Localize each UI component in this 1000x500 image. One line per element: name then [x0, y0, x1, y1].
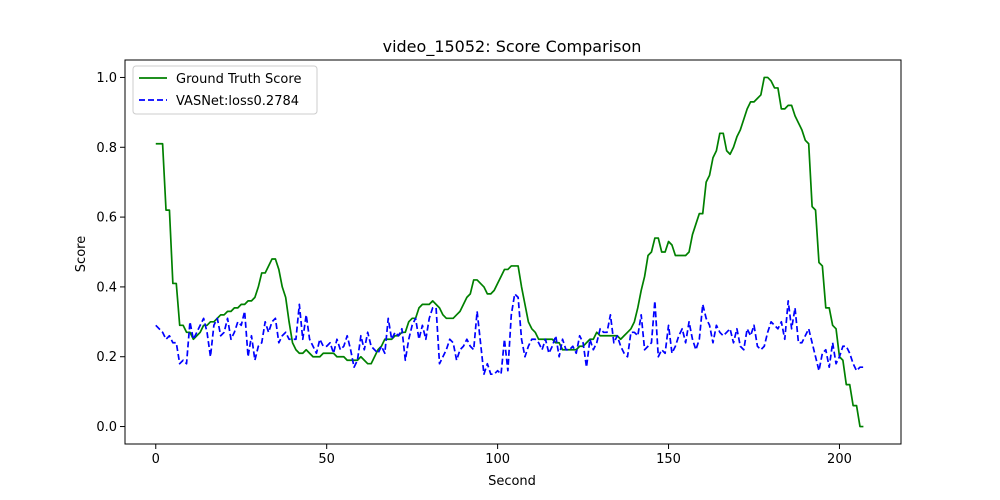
x-tick-label: 50	[318, 452, 335, 467]
x-tick-label: 100	[485, 452, 510, 467]
y-axis: 0.0 0.2 0.4 0.6 0.8 1.0	[96, 71, 125, 435]
y-tick-label: 0.6	[96, 211, 117, 226]
x-tick-label: 0	[152, 452, 160, 467]
x-tick-label: 200	[827, 452, 852, 467]
y-tick-label: 0.8	[96, 141, 117, 156]
x-axis: 0 50 100 150 200	[152, 444, 852, 467]
y-axis-label: Score	[74, 236, 89, 272]
axes-frame	[124, 59, 902, 445]
plot-area: 0 50 100 150 200 0.0 0.2 0.4 0.6 0.8 1.0	[96, 59, 902, 467]
series-layer	[155, 76, 864, 428]
series-line-ground-truth	[155, 76, 864, 428]
x-axis-label: Second	[488, 474, 536, 489]
y-tick-label: 0.4	[96, 280, 117, 295]
legend-label-vasnet: VASNet:loss0.2784	[176, 94, 299, 109]
series-line-vasnet	[155, 293, 864, 376]
legend-box	[132, 65, 318, 115]
chart-title: video_15052: Score Comparison	[383, 37, 642, 57]
y-tick-label: 0.2	[96, 350, 117, 365]
legend-label-ground-truth: Ground Truth Score	[176, 72, 301, 87]
y-tick-label: 0.0	[96, 420, 117, 435]
y-tick-label: 1.0	[96, 71, 117, 86]
x-tick-label: 150	[656, 452, 681, 467]
legend: Ground Truth Score VASNet:loss0.2784	[132, 65, 318, 115]
